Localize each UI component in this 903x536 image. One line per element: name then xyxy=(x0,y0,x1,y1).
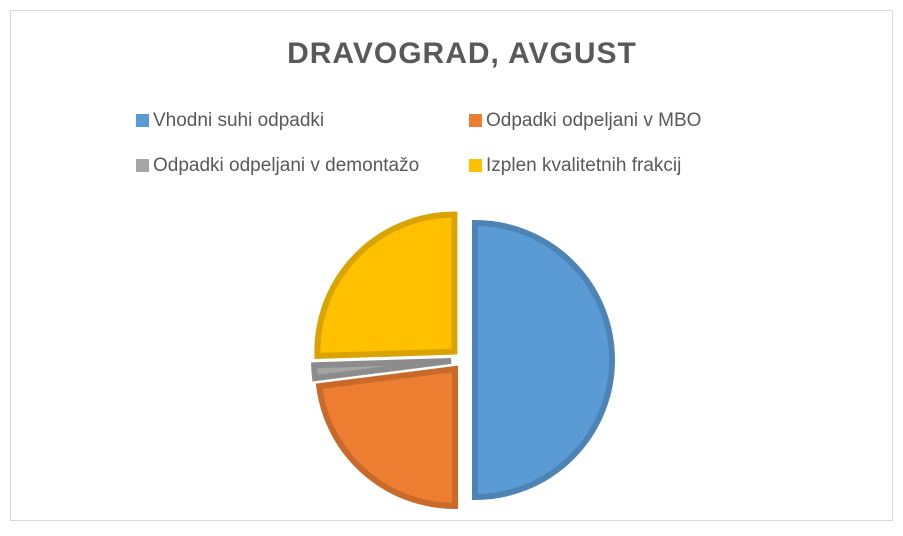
chart-title: DRAVOGRAD, AVGUST xyxy=(287,37,637,70)
legend-swatch xyxy=(136,114,149,127)
legend-swatch xyxy=(469,114,482,127)
legend-label: Odpadki odpeljani v demontažo xyxy=(153,155,419,176)
pie-slice xyxy=(315,365,459,510)
pie-slice xyxy=(314,211,458,360)
pie-slice xyxy=(472,219,615,501)
legend-label: Vhodni suhi odpadki xyxy=(153,110,324,131)
legend-label: Izplen kvalitetnih frakcij xyxy=(486,155,681,176)
legend-swatch xyxy=(469,159,482,172)
legend-label: Odpadki odpeljani v MBO xyxy=(486,110,701,131)
legend-swatch xyxy=(136,159,149,172)
pie-slice xyxy=(311,357,452,382)
